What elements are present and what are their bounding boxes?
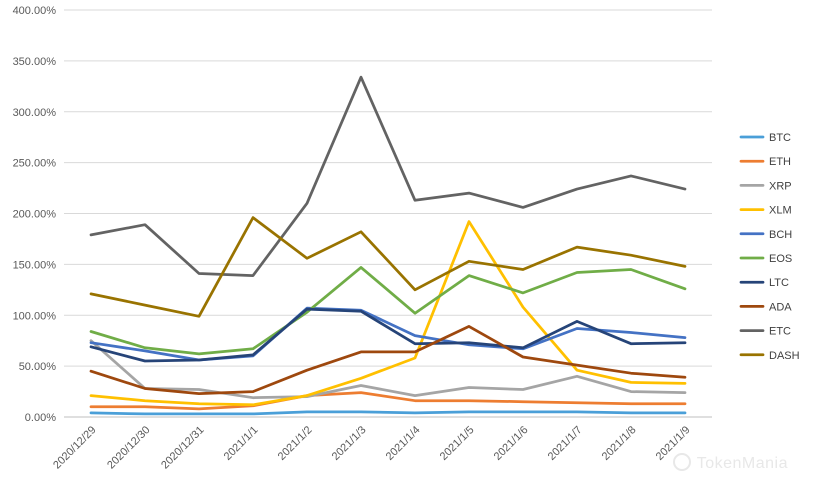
legend-label: BTC: [769, 132, 791, 144]
y-axis-ticks: 0.00% 50.00% 100.00% 150.00% 200.00% 250.00% 3…: [13, 5, 57, 424]
y-tick-label: 0.00%: [25, 412, 56, 424]
legend-label: XLM: [769, 205, 792, 217]
legend-label: BCH: [769, 229, 792, 241]
gridlines: [64, 9, 712, 418]
x-tick-label: 2020/12/31: [159, 424, 206, 471]
x-tick-label: 2021/1/1: [222, 424, 261, 463]
legend-label: ETH: [769, 156, 791, 168]
wechat-icon: [672, 453, 691, 471]
y-tick-label: 250.00%: [13, 158, 57, 170]
watermark-text: TokenMania: [696, 455, 788, 472]
series-line-ltc: [89, 307, 687, 363]
legend-label: XRP: [769, 180, 792, 192]
legend-label: EOS: [769, 253, 792, 265]
watermark: TokenMania: [672, 453, 788, 473]
y-tick-label: 400.00%: [13, 5, 57, 17]
x-tick-label: 2020/12/30: [105, 424, 152, 471]
x-tick-label: 2021/1/4: [384, 424, 423, 463]
series-line-xrp: [89, 339, 687, 400]
x-tick-label: 2020/12/29: [51, 424, 98, 471]
y-tick-label: 100.00%: [13, 310, 57, 322]
legend-label: ETC: [769, 326, 791, 338]
y-tick-label: 350.00%: [13, 56, 57, 68]
x-tick-label: 2021/1/7: [546, 424, 585, 463]
series-line-btc: [89, 410, 687, 416]
y-tick-label: 50.00%: [19, 361, 57, 373]
legend-label: DASH: [769, 350, 800, 362]
series-line-etc: [89, 75, 687, 277]
x-tick-label: 2021/1/3: [330, 424, 369, 463]
x-tick-label: 2021/1/5: [438, 424, 477, 463]
x-tick-label: 2021/1/6: [492, 424, 531, 463]
x-tick-label: 2021/1/2: [276, 424, 315, 463]
series-line-dash: [89, 216, 687, 318]
x-axis-ticks: 2020/12/29 2020/12/30 2020/12/31 2021/1/1 20…: [51, 424, 692, 471]
series-line-xlm: [89, 220, 687, 407]
series-line-eth: [89, 391, 687, 411]
series-line-eos: [89, 266, 687, 356]
y-tick-label: 150.00%: [13, 259, 57, 271]
legend: BTC ETH XRP XLM BCH EOS LTC ADA ETC DASH: [739, 132, 800, 362]
x-tick-label: 2021/1/8: [600, 424, 639, 463]
series-line-bch: [89, 306, 687, 362]
legend-label: ADA: [769, 301, 792, 313]
y-tick-label: 300.00%: [13, 107, 57, 119]
series-lines: [89, 75, 687, 416]
series-line-ada: [89, 325, 687, 395]
legend-label: LTC: [769, 277, 789, 289]
y-tick-label: 200.00%: [13, 209, 57, 221]
